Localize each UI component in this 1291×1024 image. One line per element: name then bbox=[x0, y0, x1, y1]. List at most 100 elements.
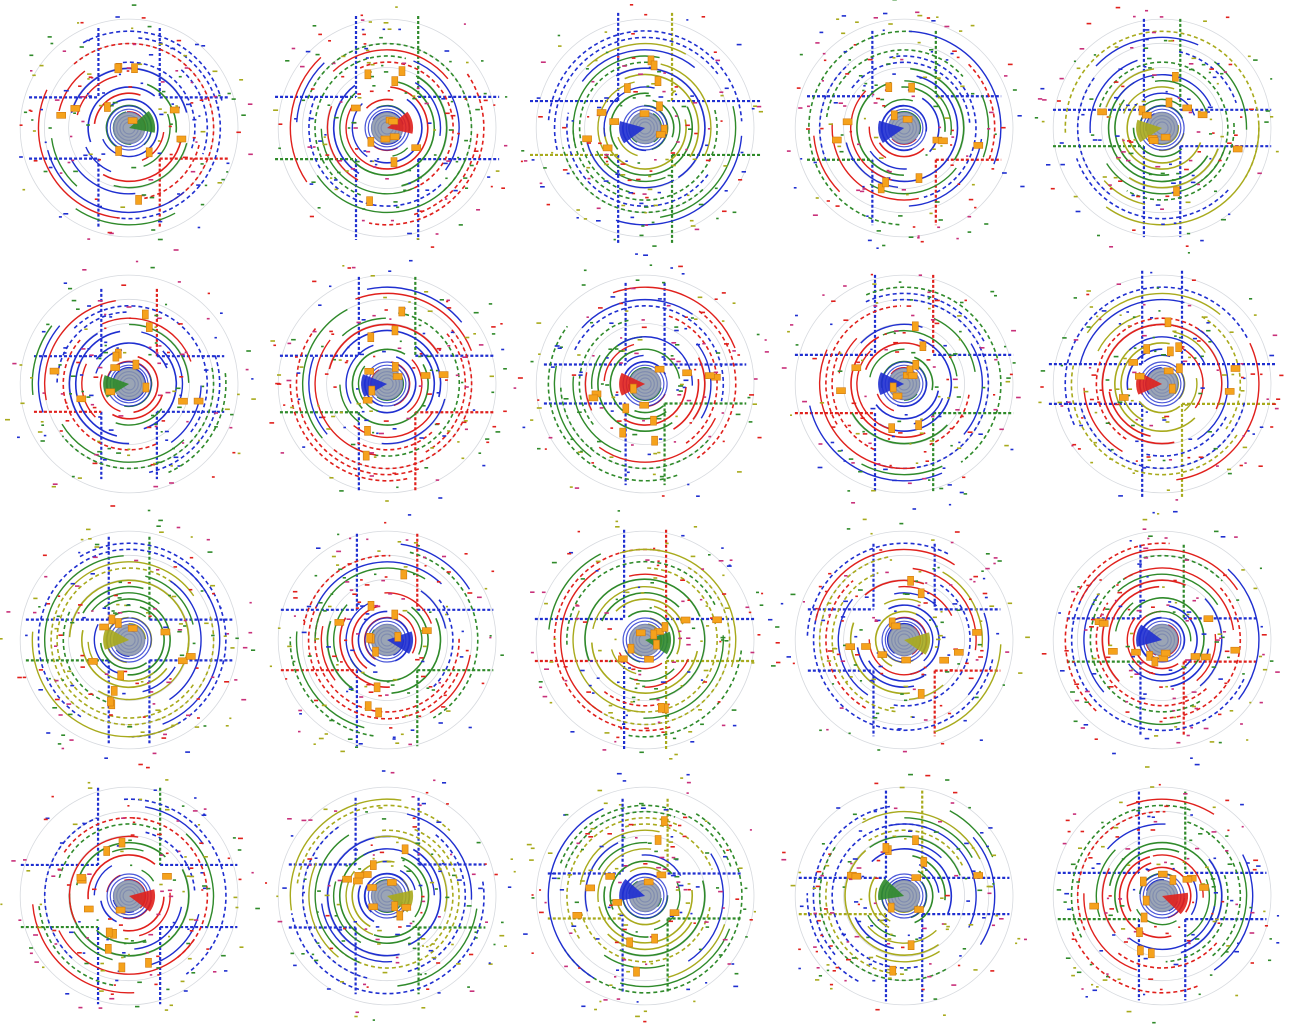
scan-arc bbox=[865, 292, 986, 344]
point bbox=[311, 953, 315, 956]
point bbox=[486, 441, 490, 444]
point bbox=[812, 912, 817, 915]
object-box bbox=[145, 322, 153, 332]
point bbox=[951, 50, 957, 53]
point bbox=[301, 819, 307, 822]
point bbox=[1252, 59, 1258, 61]
point bbox=[727, 963, 732, 965]
point bbox=[121, 817, 126, 820]
point bbox=[443, 162, 448, 165]
point bbox=[85, 937, 89, 939]
point bbox=[1264, 121, 1269, 123]
scan-arc bbox=[962, 343, 983, 435]
point bbox=[40, 420, 44, 423]
point bbox=[1070, 863, 1076, 866]
point bbox=[1078, 424, 1083, 427]
point bbox=[1090, 134, 1095, 136]
object-box bbox=[334, 619, 345, 626]
point bbox=[314, 959, 319, 962]
point bbox=[184, 856, 187, 858]
point bbox=[1099, 949, 1103, 952]
point bbox=[301, 631, 307, 634]
point bbox=[436, 821, 442, 824]
point bbox=[1165, 421, 1170, 423]
lidar-scan-panel bbox=[523, 772, 757, 1023]
point bbox=[291, 338, 296, 341]
road-edge-points bbox=[544, 282, 747, 486]
point bbox=[708, 554, 711, 556]
detection-boxes bbox=[334, 569, 432, 718]
point bbox=[1198, 456, 1204, 458]
point bbox=[348, 738, 353, 740]
point bbox=[172, 879, 177, 881]
scan-arc bbox=[350, 606, 430, 682]
point bbox=[757, 333, 760, 336]
point bbox=[645, 559, 650, 561]
point bbox=[727, 565, 733, 567]
point bbox=[1184, 559, 1189, 561]
point bbox=[1250, 962, 1254, 964]
point bbox=[1015, 396, 1021, 399]
point bbox=[670, 836, 674, 838]
scan-arc bbox=[602, 689, 662, 707]
scan-arc bbox=[32, 904, 135, 994]
point bbox=[235, 637, 239, 640]
point bbox=[384, 309, 389, 311]
point bbox=[973, 206, 977, 209]
point bbox=[1195, 597, 1199, 599]
point bbox=[977, 643, 982, 646]
scan-arc bbox=[903, 817, 973, 858]
point bbox=[488, 303, 493, 305]
point bbox=[146, 951, 150, 954]
scan-arc bbox=[616, 901, 662, 926]
point bbox=[339, 101, 343, 103]
point bbox=[395, 933, 401, 936]
point bbox=[303, 619, 306, 622]
point bbox=[686, 637, 691, 640]
point bbox=[643, 1020, 647, 1023]
scan-arc bbox=[90, 592, 160, 613]
point bbox=[51, 795, 54, 798]
point bbox=[622, 958, 627, 961]
object-box bbox=[117, 670, 124, 681]
object-box bbox=[392, 362, 399, 372]
scan-arc bbox=[564, 813, 744, 994]
point bbox=[116, 603, 120, 606]
point bbox=[77, 604, 83, 606]
point bbox=[826, 660, 831, 662]
point bbox=[366, 57, 370, 59]
point bbox=[306, 605, 312, 608]
point bbox=[582, 284, 587, 286]
point bbox=[495, 170, 500, 172]
point bbox=[408, 301, 411, 303]
point bbox=[89, 354, 94, 357]
scan-arc bbox=[141, 331, 184, 401]
point bbox=[94, 543, 100, 546]
point bbox=[873, 810, 877, 813]
point bbox=[1187, 251, 1190, 254]
point bbox=[563, 397, 569, 400]
point bbox=[166, 988, 170, 991]
point bbox=[341, 940, 346, 942]
point bbox=[620, 163, 626, 165]
point bbox=[1131, 229, 1136, 231]
point bbox=[355, 160, 360, 163]
point bbox=[938, 487, 943, 490]
point bbox=[489, 375, 495, 378]
point bbox=[198, 115, 201, 117]
object-box bbox=[603, 144, 613, 152]
point bbox=[957, 441, 961, 444]
point bbox=[1128, 152, 1134, 155]
point bbox=[959, 301, 964, 304]
point bbox=[829, 912, 834, 914]
scan-arc bbox=[660, 106, 737, 218]
point bbox=[446, 605, 449, 608]
object-box bbox=[612, 899, 623, 906]
point bbox=[450, 853, 453, 856]
point bbox=[464, 553, 468, 555]
detection-boxes bbox=[1097, 72, 1243, 197]
point bbox=[88, 95, 92, 97]
point bbox=[599, 845, 605, 848]
point bbox=[1182, 861, 1185, 864]
scan-arc bbox=[908, 30, 1002, 165]
